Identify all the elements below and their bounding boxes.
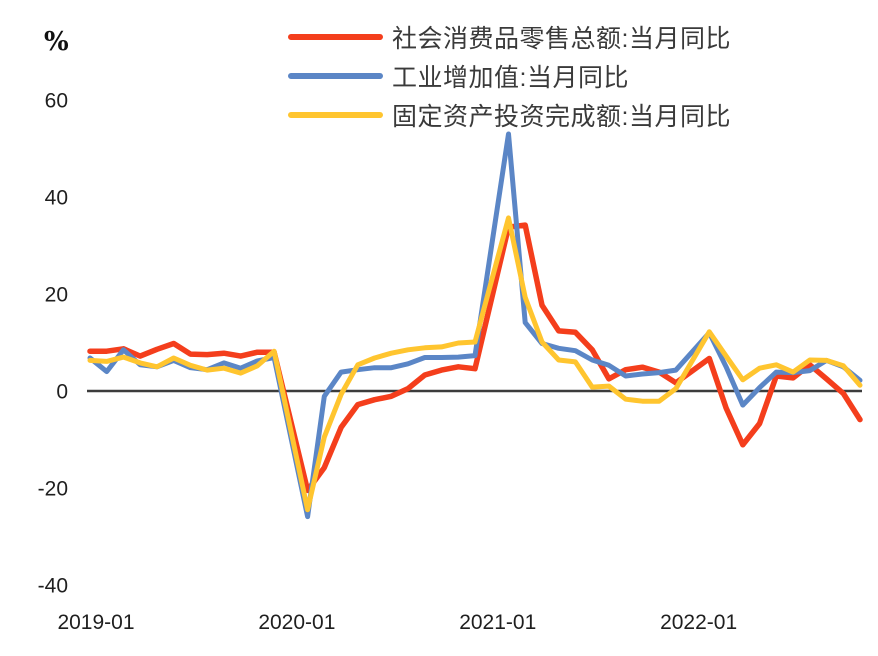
legend-label-retail-sales: 社会消费品零售总额:当月同比	[392, 24, 731, 53]
x-tick-label-2019-01: 2019-01	[57, 611, 134, 634]
legend-line-swatch-yellow	[288, 111, 383, 118]
legend-label-industrial-output: 工业增加值:当月同比	[392, 63, 629, 92]
legend-item-retail-sales: 社会消费品零售总额:当月同比	[288, 17, 731, 56]
legend: 社会消费品零售总额:当月同比 工业增加值:当月同比 固定资产投资完成额:当月同比	[288, 17, 731, 134]
y-tick-label--40: -40	[38, 575, 68, 598]
legend-item-fixed-investment: 固定资产投资完成额:当月同比	[288, 95, 731, 134]
legend-line-swatch-blue	[288, 72, 383, 79]
y-tick-label-20: 20	[45, 284, 68, 307]
series-line-retail-sales	[87, 222, 863, 494]
y-tick-label--20: -20	[38, 478, 68, 501]
y-tick-label-40: 40	[45, 187, 68, 210]
x-tick-label-2021-01: 2021-01	[459, 611, 536, 634]
series-line-fixed-investment	[87, 215, 863, 513]
legend-line-swatch-red	[288, 33, 383, 40]
y-axis-unit-label: %	[44, 27, 69, 57]
series-line-industrial-output	[87, 131, 863, 520]
y-tick-label-0: 0	[56, 381, 68, 404]
y-tick-label-60: 60	[45, 90, 68, 113]
legend-label-fixed-investment: 固定资产投资完成额:当月同比	[392, 102, 731, 131]
x-tick-label-2022-01: 2022-01	[660, 611, 737, 634]
legend-item-industrial-output: 工业增加值:当月同比	[288, 56, 731, 95]
x-tick-label-2020-01: 2020-01	[258, 611, 335, 634]
